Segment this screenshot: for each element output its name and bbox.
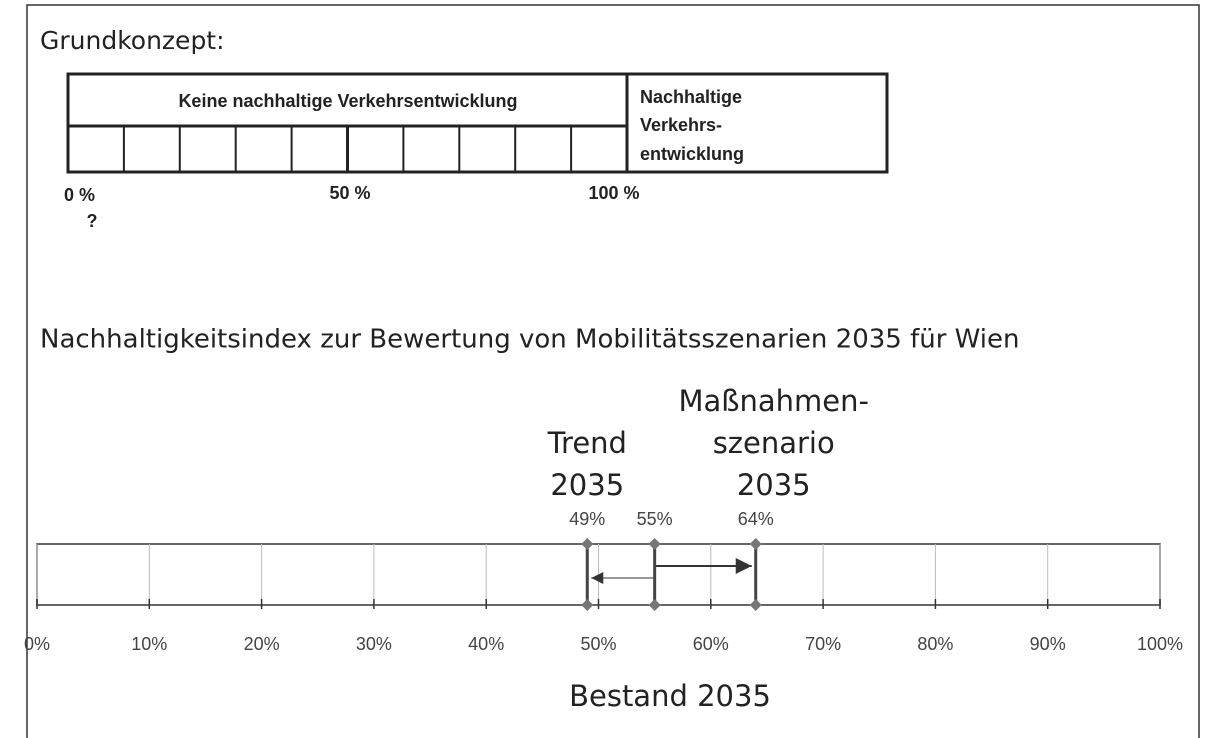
marker-diamond [581,538,594,550]
value-label: 64% [738,509,774,529]
index-title: Nachhaltigkeitsindex zur Bewertung von M… [40,325,1020,355]
tick-label: 80% [917,634,953,654]
tick-label: 30% [356,634,392,654]
marker-diamond [581,599,594,611]
tick-label: 50% [580,634,616,654]
scenario-label: szenario [713,426,835,460]
scenario-label: Bestand 2035 [569,679,771,713]
left-label: Keine nachhaltige Verkehrsentwicklung [178,91,517,111]
scale-label: 0 % [64,185,95,205]
tick-label: 70% [805,634,841,654]
right-label: entwicklung [640,144,744,164]
concept-title: Grundkonzept: [40,26,225,55]
concept-box [66,72,889,174]
tick-label: 10% [131,634,167,654]
right-label: Verkehrs- [640,115,722,135]
marker-diamond [648,538,661,550]
scenario-label: 2035 [550,468,624,502]
question: ? [87,211,98,231]
scenario-label: Trend [547,426,627,460]
tick-label: 0% [24,634,50,654]
marker-diamond [749,599,762,611]
marker-diamond [648,599,661,611]
right-label: Nachhaltige [640,87,742,107]
tick-label: 20% [244,634,280,654]
tick-label: 90% [1030,634,1066,654]
scale-label: 50 % [329,183,370,203]
scenario-label: 2035 [737,468,811,502]
scenario-label: Maßnahmen- [678,384,869,418]
tick-label: 100% [1137,634,1183,654]
marker-diamond [749,538,762,550]
value-label: 49% [569,509,605,529]
scale-label: 100 % [588,183,639,203]
tick-label: 40% [468,634,504,654]
cells [122,126,573,172]
value-label: 55% [637,509,673,529]
frame [26,4,1200,738]
tick-label: 60% [693,634,729,654]
